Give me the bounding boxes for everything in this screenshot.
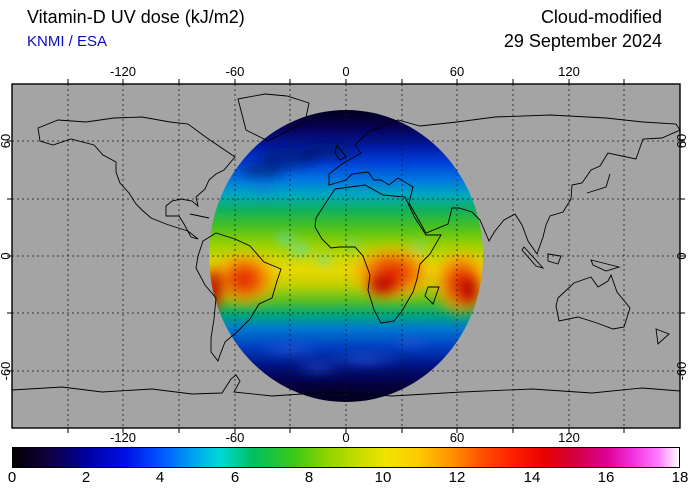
hotspot-andes: [209, 263, 226, 315]
colorbar-tick-label: 0: [7, 469, 17, 486]
axis-labels: -120 -60 0 60 120 -120 -60 0 60 120 60 0…: [0, 64, 688, 445]
colorbar-tick-label: 10: [374, 469, 392, 486]
y-axis-tick-label: 0: [0, 252, 13, 259]
coastlines: [11, 93, 681, 397]
y-axis-tick-label: -60: [0, 362, 13, 381]
coast-south-america: [195, 232, 282, 362]
coast-africa: [314, 184, 442, 324]
x-axis-tick-label: 60: [450, 430, 464, 445]
y-axis-tick-label: -60: [674, 362, 688, 381]
coast-cuba: [189, 213, 210, 219]
coast-borneo: [547, 253, 562, 265]
institution-label: KNMI / ESA: [27, 33, 108, 50]
x-axis-tick-label: 0: [342, 430, 349, 445]
x-axis-tick-label: 0: [342, 64, 349, 79]
date-label: 29 September 2024: [503, 31, 662, 51]
hotspot-east-core: [455, 270, 483, 310]
colorbar-tick-label: 2: [81, 469, 91, 486]
colorbar-tick-label: 14: [523, 469, 541, 486]
colorbar-tick-label: 6: [230, 469, 240, 486]
x-axis-tick-label: -60: [226, 430, 245, 445]
x-axis-tick-label: 60: [450, 64, 464, 79]
coast-new-guinea: [590, 259, 621, 272]
hotspot-south-america: [209, 249, 280, 309]
coast-madagascar: [424, 286, 440, 305]
coast-eurasia: [328, 114, 681, 255]
colorbar-tick-label: 8: [304, 469, 314, 486]
colorbar-tick-label: 12: [448, 469, 466, 486]
lat-lon-grid: [12, 84, 680, 428]
product-type-label: Cloud-modified: [540, 7, 662, 27]
coast-greenland: [237, 93, 310, 142]
x-axis-tick-label: -60: [226, 64, 245, 79]
world-map: -120 -60 0 60 120 -120 -60 0 60 120 60 0…: [0, 64, 688, 445]
y-axis-tick-label: 60: [0, 134, 13, 148]
coast-australia: [555, 273, 631, 330]
map-frame: [11, 83, 681, 429]
coast-antarctica: [11, 374, 681, 397]
colorbar-tick-label: 18: [671, 469, 688, 486]
colorbar: [12, 447, 680, 468]
x-axis-tick-label: -120: [110, 64, 136, 79]
coast-sumatra: [521, 246, 545, 269]
y-axis-tick-label: 0: [674, 252, 688, 259]
y-axis-tick-label: 60: [674, 134, 688, 148]
coast-uk: [334, 143, 347, 161]
x-axis-tick-label: 120: [558, 430, 580, 445]
x-axis-tick-label: 120: [558, 64, 580, 79]
hotspot-africa-core: [363, 271, 403, 299]
colorbar-tick-label: 4: [155, 469, 165, 486]
x-axis-tick-label: -120: [110, 430, 136, 445]
coast-new-zealand: [655, 328, 670, 345]
axis-ticks: [7, 79, 685, 433]
coast-north-america: [37, 116, 236, 240]
colorbar-tick-label: 16: [597, 469, 615, 486]
plot-title: Vitamin-D UV dose (kJ/m2): [27, 7, 245, 27]
coast-japan: [586, 173, 611, 194]
